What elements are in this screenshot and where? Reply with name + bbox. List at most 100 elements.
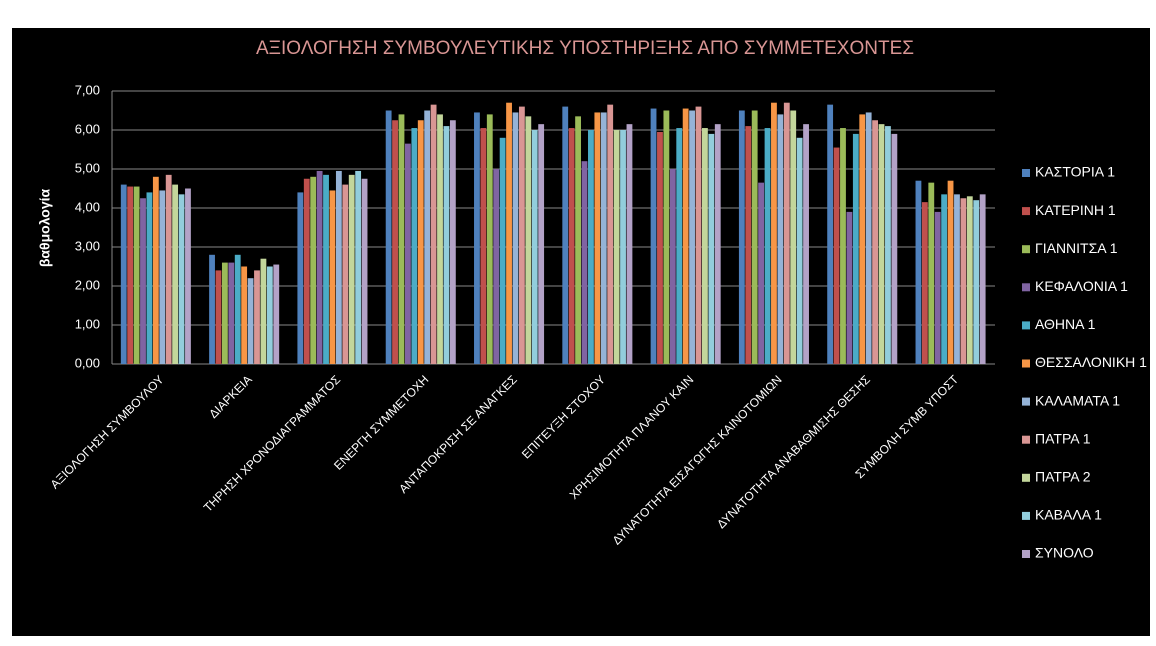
- legend-swatch: [1022, 321, 1030, 330]
- bar: [764, 128, 771, 364]
- bar: [474, 112, 480, 364]
- bar: [790, 110, 797, 364]
- legend-swatch: [1022, 511, 1030, 520]
- bar: [392, 120, 398, 364]
- bar: [316, 170, 323, 364]
- legend-swatch: [1022, 550, 1030, 558]
- legend-label: ΚΑΤΕΡΙΝΗ 1: [1035, 202, 1116, 218]
- bar: [273, 264, 280, 364]
- bar: [152, 176, 159, 364]
- bar: [424, 110, 431, 364]
- legend-swatch: [1022, 397, 1030, 406]
- bar: [859, 114, 866, 365]
- y-tick-label: 3,00: [75, 238, 100, 253]
- bar: [241, 266, 248, 364]
- bar: [323, 174, 329, 364]
- bar: [960, 198, 967, 364]
- y-tick-label: 4,00: [75, 199, 100, 214]
- bar: [140, 198, 146, 364]
- bar: [133, 186, 140, 364]
- bar: [979, 194, 986, 364]
- bar: [568, 128, 575, 364]
- bar: [928, 182, 935, 364]
- bar: [600, 112, 607, 364]
- bar: [254, 270, 260, 364]
- legend-swatch: [1022, 473, 1030, 482]
- bar: [865, 112, 872, 364]
- bar: [449, 120, 456, 364]
- bar: [512, 112, 519, 364]
- legend-label: ΚΕΦΑΛΟΝΙΑ 1: [1035, 278, 1128, 294]
- legend-label: ΑΘΗΝΑ 1: [1035, 316, 1096, 332]
- bar: [385, 110, 392, 364]
- bar: [303, 178, 310, 364]
- bar: [329, 190, 336, 364]
- y-tick-label: 1,00: [75, 316, 100, 331]
- bar: [738, 110, 745, 364]
- bar: [297, 192, 304, 364]
- bar: [745, 126, 752, 364]
- bar: [437, 114, 443, 365]
- bar: [695, 106, 702, 364]
- y-tick-label: 2,00: [75, 277, 100, 292]
- bar: [626, 124, 633, 365]
- bar: [165, 174, 172, 364]
- bar: [657, 131, 663, 364]
- legend-label: ΚΑΒΑΛΑ 1: [1035, 507, 1102, 523]
- bar: [833, 147, 840, 364]
- bar: [751, 110, 758, 364]
- bar: [852, 133, 859, 364]
- bar: [594, 112, 601, 364]
- bar: [581, 161, 588, 364]
- bar: [650, 108, 657, 364]
- legend-label: ΘΕΣΣΑΛΟΝΙΚΗ 1: [1035, 354, 1147, 370]
- bar: [260, 258, 267, 364]
- bar: [588, 130, 594, 364]
- bar: [872, 120, 879, 364]
- bar: [493, 169, 500, 364]
- bar: [221, 262, 228, 364]
- legend-swatch: [1022, 359, 1030, 368]
- bar: [234, 254, 241, 364]
- bar: [159, 190, 166, 364]
- bar: [777, 114, 784, 365]
- bar: [682, 108, 689, 364]
- y-tick-label: 0,00: [75, 355, 100, 370]
- bar: [783, 102, 790, 364]
- bar: [247, 278, 254, 364]
- bar: [846, 211, 853, 364]
- bar: [966, 196, 973, 364]
- bar: [228, 262, 235, 364]
- bar: [663, 110, 670, 364]
- y-tick-label: 5,00: [75, 160, 100, 175]
- bar: [708, 133, 715, 364]
- bar: [411, 128, 418, 364]
- bar: [676, 128, 683, 364]
- bar: [348, 174, 355, 364]
- bar: [620, 130, 626, 364]
- chart-background: [12, 28, 1150, 636]
- bar: [714, 124, 721, 365]
- bar: [486, 114, 493, 365]
- bar: [342, 184, 349, 364]
- bar: [361, 178, 368, 364]
- bar: [934, 211, 941, 364]
- legend-label: ΠΑΤΡΑ 2: [1035, 469, 1091, 485]
- bar: [417, 120, 424, 364]
- bar: [827, 104, 834, 365]
- legend-label: ΣΥΝΟΛΟ: [1035, 545, 1094, 561]
- bar: [575, 116, 581, 364]
- bar: [947, 180, 954, 364]
- bar: [480, 128, 487, 364]
- bar: [209, 254, 215, 364]
- bar: [127, 186, 134, 364]
- bar: [518, 106, 525, 364]
- bar: [525, 116, 532, 364]
- bar: [840, 128, 846, 364]
- bar: [689, 110, 695, 364]
- legend-swatch: [1022, 435, 1030, 444]
- bar: [430, 104, 437, 365]
- bar: [172, 184, 179, 364]
- legend-swatch: [1022, 169, 1030, 177]
